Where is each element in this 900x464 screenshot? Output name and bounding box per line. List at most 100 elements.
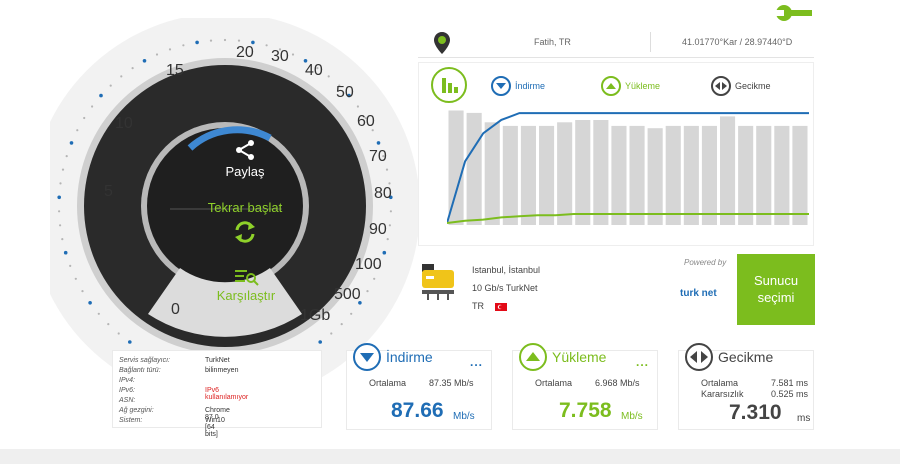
info-label: ASN: [119,397,136,404]
gauge-tick-15: 15 [166,62,184,79]
info-row: IPv6: IPv6 kullanılamıyor [119,387,248,401]
gauge-tick-10: 10 [115,115,133,132]
chart-bar [756,125,772,225]
server-country: TR [472,301,507,311]
gauge-tick-dot [63,250,68,255]
gauge-tick-dot [59,224,62,227]
gauge-tick-dot [389,210,392,213]
gauge-tick-5: 5 [104,183,113,200]
chart-bar [539,125,555,225]
gauge-tick-30: 30 [271,48,289,65]
upload-unit: Mb/s [621,411,643,422]
latency-jitter-value: 0.525 ms [771,389,809,399]
gauge-tick-dot [373,277,376,280]
gauge-tick-dot [371,129,374,132]
upload-avg-label: Ortalama [535,378,573,388]
gauge-tick-dot [97,312,100,315]
download-arrow-icon [353,343,381,371]
gauge-tick-dot [61,238,64,241]
download-speed-value: 87.66 [391,399,444,422]
legend-latency-label: Gecikme [735,81,771,91]
gauge-tick-70: 70 [369,148,387,165]
gauge-tick-dot [99,93,103,98]
chart-bar [520,125,536,225]
gauge-tick-dot [237,39,241,42]
gauge-tick-dot [81,290,84,293]
gauge-tick-dot [350,312,353,315]
gauge-tick-dot [155,53,159,56]
info-row: Sistem: Win10 [64 bits] [119,417,225,438]
gauge-tick-90: 90 [369,221,387,238]
bar-chart-icon[interactable] [431,67,467,103]
legend-download[interactable]: İndirme [491,76,545,96]
refresh-icon [235,221,255,243]
gauge-tick-dot [182,44,185,47]
chart-bar [448,110,464,225]
gauge-tick-100: 100 [355,256,382,273]
latency-title: Gecikme [718,349,774,365]
server-select-button[interactable]: Sunucu seçimi [737,254,815,325]
download-title: İndirme [386,349,433,365]
gauge-tick-dot [382,155,385,158]
info-label: Bağlantı türü: [119,367,161,374]
gauge-tick-dot [120,75,123,78]
connection-info-panel: Servis sağlayıcı: TurkNet Bağlantı türü: b… [112,350,322,438]
gauge-tick-dot [251,40,255,45]
chart-bar [557,122,573,225]
gauge-tick-40: 40 [305,62,323,79]
legend-upload[interactable]: Yükleme [601,76,660,96]
gauge-tick-dot [209,39,213,42]
gauge-tick-dot [291,53,295,56]
info-value: Win10 [64 bits] [205,417,225,438]
latency-avg-label: Ortalama [701,378,739,388]
speed-chart-panel: İndirme Yükleme Gecikme [418,62,814,246]
gauge-tick-dot [356,105,359,108]
gauge-tick-0: 0 [171,301,180,318]
latency-unit: ms [797,413,811,424]
gauge-tick-dot [364,116,367,120]
gauge-tick-dot [195,40,199,45]
info-label: Ağ gezgini: [119,407,154,414]
gauge-tick-dot [382,250,387,255]
legend-latency[interactable]: Gecikme [711,76,771,96]
gauge-tick-dot [57,195,61,200]
gauge-tick-dot [61,168,65,171]
upload-result-card: Yükleme ... Ortalama 6.968 Mb/s 7.758 Mb… [512,343,658,430]
gauge-tick-dot [278,48,282,51]
gauge-tick-dot [117,332,120,335]
upload-arrow-icon [519,343,547,371]
download-more-button[interactable]: ... [469,355,483,369]
compare-icon [235,270,259,286]
share-button[interactable]: Paylaş [205,138,285,186]
gauge-tick-dot [88,301,92,305]
location-coordinates: 41.01770°Kar / 28.97440°D [682,37,793,47]
gauge-tick-dot [142,59,147,63]
upload-more-button[interactable]: ... [635,355,649,369]
info-value: Chrome 87.0 [205,407,230,421]
gauge-tick-dot [107,323,110,326]
latency-arrows-icon [711,76,731,96]
chart-bar [792,125,808,225]
gauge-tick-dot [386,238,389,241]
latency-result-card: Gecikme Ortalama 7.581 ms Kararsızlık 0.… [678,343,814,430]
compare-label: Karşılaştır [216,288,276,303]
restart-label: Tekrar başlat [207,200,283,215]
settings-wrench-icon[interactable] [776,4,812,22]
download-arrow-icon [491,76,511,96]
gauge-tick-50: 50 [336,84,354,101]
gauge-tick-dot [340,323,343,326]
info-label: Servis sağlayıcı: [119,357,170,364]
gauge-tick-dot [59,182,62,185]
info-row: Ağ gezgini: Chrome 87.0 [119,407,230,421]
chart-bar [611,125,627,225]
info-label: IPv6: [119,387,135,394]
speed-chart [447,110,809,225]
gauge-tick-500: 500 [334,286,361,303]
restart-button[interactable]: Tekrar başlat [195,200,295,248]
gauge-tick-60: 60 [357,113,375,130]
gauge-tick-dot [69,264,72,267]
chart-bar [738,125,754,225]
gauge-tick-dot [83,116,86,120]
info-row: IPv4: [119,377,135,384]
compare-button[interactable]: Karşılaştır [204,268,288,308]
